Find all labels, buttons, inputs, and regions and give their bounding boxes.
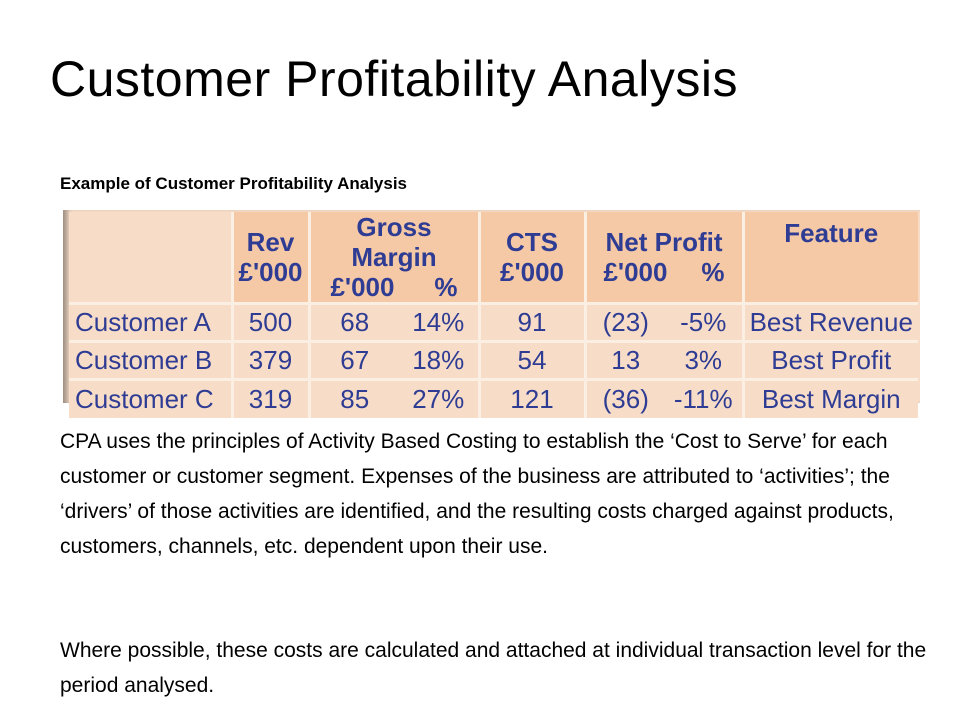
header-gross-margin-pct: % <box>434 272 458 302</box>
cell-cts: 54 <box>477 340 585 380</box>
header-cts-label: CTS <box>506 227 558 257</box>
body-paragraph-cpa: CPA uses the principles of Activity Base… <box>60 430 894 558</box>
header-corner-cell <box>69 212 232 304</box>
cell-net-profit-pct: -5% <box>665 302 743 342</box>
header-gross-margin: Gross Margin £'000 % <box>307 212 479 304</box>
row-customer-name: Customer A <box>69 302 232 342</box>
table-row: Customer B 379 67 18% 54 13 3% Best Prof… <box>69 340 918 380</box>
cell-gross-margin: 85 <box>307 378 399 418</box>
header-net-profit-label: Net Profit <box>605 227 723 257</box>
cell-rev: 379 <box>230 340 309 380</box>
header-gross-margin-unit: £'000 <box>330 272 395 302</box>
cell-cts: 91 <box>477 302 585 342</box>
header-feature-label: Feature <box>784 218 879 248</box>
row-customer-name: Customer C <box>69 378 232 418</box>
cell-cts: 121 <box>477 378 585 418</box>
cell-rev: 500 <box>230 302 309 342</box>
header-rev-unit: £'000 <box>238 257 303 287</box>
header-gross-margin-label: Gross Margin <box>351 212 437 272</box>
cell-net-profit-pct: 3% <box>665 340 743 380</box>
cell-feature: Best Profit <box>741 340 918 380</box>
header-cts-unit: £'000 <box>499 257 565 287</box>
table-row: Customer C 319 85 27% 121 (36) -11% Best… <box>69 378 918 418</box>
header-rev: Rev £'000 <box>230 212 309 304</box>
table-header-row: Rev £'000 Gross Margin £'000 % CTS £'000… <box>69 212 918 304</box>
slide-title: Customer Profitability Analysis <box>50 51 738 107</box>
cell-gross-margin: 67 <box>307 340 399 380</box>
cell-feature: Best Revenue <box>741 302 918 342</box>
profitability-table-image: Rev £'000 Gross Margin £'000 % CTS £'000… <box>63 210 920 418</box>
cell-gross-margin-pct: 18% <box>399 340 479 380</box>
header-cts: CTS £'000 <box>477 212 585 304</box>
cell-net-profit-pct: -11% <box>665 378 743 418</box>
row-customer-name: Customer B <box>69 340 232 380</box>
cell-net-profit: 13 <box>583 340 665 380</box>
cell-gross-margin: 68 <box>307 302 399 342</box>
header-net-profit-pct: % <box>701 257 725 287</box>
table-caption: Example of Customer Profitability Analys… <box>60 174 408 193</box>
header-feature: Feature <box>741 212 918 304</box>
cell-feature: Best Margin <box>741 378 918 418</box>
cell-rev: 319 <box>230 378 309 418</box>
cell-gross-margin-pct: 14% <box>399 302 479 342</box>
cell-net-profit: (23) <box>583 302 665 342</box>
cell-gross-margin-pct: 27% <box>399 378 479 418</box>
body-paragraph-transaction: Where possible, these costs are calculat… <box>60 639 927 697</box>
header-rev-label: Rev <box>246 227 295 257</box>
table-row: Customer A 500 68 14% 91 (23) -5% Best R… <box>69 302 918 342</box>
cell-net-profit: (36) <box>583 378 665 418</box>
header-net-profit-unit: £'000 <box>603 257 668 287</box>
header-net-profit: Net Profit £'000 % <box>583 212 743 304</box>
profitability-table: Rev £'000 Gross Margin £'000 % CTS £'000… <box>69 212 918 418</box>
